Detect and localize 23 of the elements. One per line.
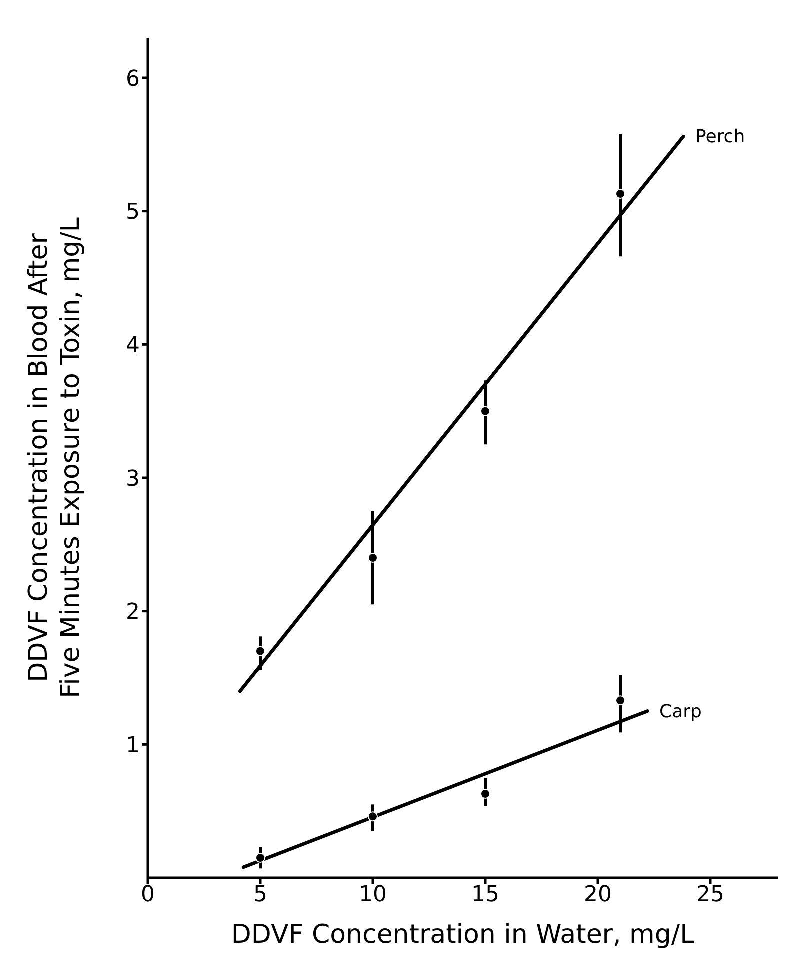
- y-axis-title: DDVF Concentration in Blood After Five Minutes Exposure to Toxin, mg/L: [24, 217, 86, 698]
- y-tick-label: 3: [126, 466, 140, 492]
- point: [256, 853, 266, 863]
- point: [368, 812, 378, 822]
- x-tick-label: 15: [472, 882, 500, 908]
- x-tick-label: 25: [696, 882, 724, 908]
- point: [616, 696, 626, 706]
- y-tick-label: 2: [126, 600, 140, 626]
- x-tick-label: 5: [254, 882, 268, 908]
- x-tick-label: 20: [584, 882, 612, 908]
- point: [616, 189, 626, 199]
- series-label: Perch: [696, 126, 746, 148]
- y-tick-label: 6: [126, 66, 140, 92]
- y-tick-label: 1: [126, 733, 140, 758]
- point: [256, 646, 266, 656]
- point: [368, 553, 378, 563]
- series-label: Carp: [660, 701, 702, 722]
- point: [480, 406, 490, 416]
- point: [480, 789, 490, 799]
- x-tick-label: 0: [141, 882, 155, 908]
- y-tick-label: 4: [126, 333, 140, 358]
- y-tick-label: 5: [126, 200, 140, 226]
- x-tick-label: 10: [359, 882, 387, 908]
